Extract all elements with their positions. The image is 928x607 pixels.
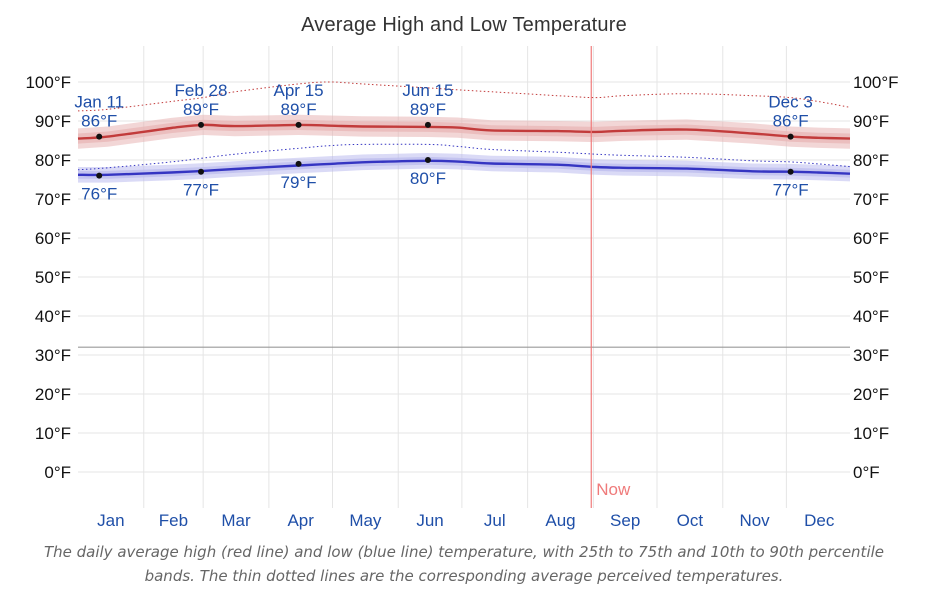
y-tick-label-left: 30°F <box>35 346 71 365</box>
month-label: May <box>349 511 382 530</box>
low-marker-dot <box>787 168 794 175</box>
month-label: Jan <box>97 511 124 530</box>
low-marker-dot <box>198 168 205 175</box>
y-tick-label-left: 20°F <box>35 385 71 404</box>
y-tick-label-right: 80°F <box>853 151 889 170</box>
chart-caption: The daily average high (red line) and lo… <box>43 543 885 585</box>
low-marker-dot <box>96 172 103 179</box>
y-tick-label-right: 0°F <box>853 463 880 482</box>
y-tick-label-right: 90°F <box>853 112 889 131</box>
high-date-label: Feb 28 <box>175 81 228 100</box>
y-tick-label-right: 30°F <box>853 346 889 365</box>
high-value-label: 86°F <box>81 112 117 131</box>
high-value-label: 86°F <box>773 112 809 131</box>
month-label: Feb <box>159 511 188 530</box>
high-date-label: Jan 11 <box>74 93 124 112</box>
y-tick-label-right: 60°F <box>853 229 889 248</box>
y-tick-label-left: 0°F <box>44 463 71 482</box>
y-tick-label-left: 40°F <box>35 307 71 326</box>
month-label: Sep <box>610 511 640 530</box>
y-tick-label-right: 50°F <box>853 268 889 287</box>
high-date-label: Jun 15 <box>402 81 453 100</box>
low-value-label: 76°F <box>81 185 117 204</box>
low-value-label: 77°F <box>773 181 809 200</box>
month-label: Apr <box>287 511 314 530</box>
y-tick-label-right: 20°F <box>853 385 889 404</box>
low-marker-dot <box>424 157 431 163</box>
high-marker-dot <box>96 133 103 140</box>
high-marker-dot <box>787 133 794 140</box>
high-marker-dot <box>198 121 205 128</box>
y-tick-label-right: 40°F <box>853 307 889 326</box>
high-date-label: Dec 3 <box>768 93 812 112</box>
y-tick-label-left: 80°F <box>35 151 71 170</box>
now-label: Now <box>596 480 631 499</box>
low-value-label: 77°F <box>183 181 219 200</box>
month-label: Mar <box>221 511 251 530</box>
y-tick-label-left: 60°F <box>35 229 71 248</box>
y-tick-label-right: 10°F <box>853 424 889 443</box>
month-label: Jul <box>484 511 506 530</box>
low-value-label: 79°F <box>281 173 317 192</box>
high-marker-dot <box>424 121 431 128</box>
high-marker-dot <box>295 121 302 128</box>
temperature-chart: 0°F 0°F 10°F 10°F 20°F 20°F 30°F 30°F 40°F 40°F 50… <box>25 46 899 530</box>
y-tick-label-right: 70°F <box>853 190 889 209</box>
y-tick-label-left: 50°F <box>35 268 71 287</box>
chart-title: Average High and Low Temperature <box>301 14 627 36</box>
y-tick-label-left: 10°F <box>35 424 71 443</box>
perceived-high-line <box>77 81 851 112</box>
month-label: Nov <box>739 511 770 530</box>
month-label: Aug <box>545 511 575 530</box>
month-label: Oct <box>677 511 704 530</box>
y-tick-label-right: 100°F <box>853 73 899 92</box>
perceived-low-line <box>77 143 851 171</box>
y-tick-label-left: 90°F <box>35 112 71 131</box>
high-value-label: 89°F <box>281 100 317 119</box>
y-tick-label-left: 70°F <box>35 190 71 209</box>
high-value-label: 89°F <box>410 100 446 119</box>
month-label: Jun <box>416 511 443 530</box>
low-10-90-band <box>78 153 850 183</box>
low-marker-dot <box>295 160 302 167</box>
y-tick-label-left: 100°F <box>25 73 71 92</box>
high-date-label: Apr 15 <box>274 81 324 100</box>
month-label: Dec <box>804 511 835 530</box>
low-value-label: 80°F <box>410 169 446 188</box>
high-value-label: 89°F <box>183 100 219 119</box>
